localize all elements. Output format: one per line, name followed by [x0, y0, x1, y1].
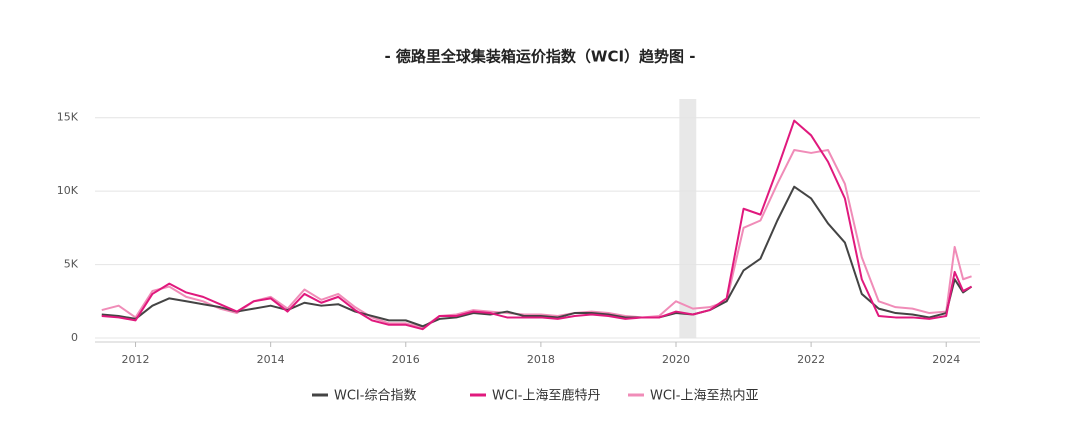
- shaded-period: [679, 99, 697, 338]
- legend-label: WCI-综合指数: [334, 389, 416, 404]
- x-tick-label: 2024: [932, 353, 960, 366]
- y-tick-label: 0: [71, 331, 78, 344]
- y-tick-label: 10K: [57, 184, 79, 197]
- x-tick-label: 2012: [122, 353, 150, 366]
- legend-label: WCI-上海至热内亚: [650, 388, 758, 404]
- x-tick-label: 2014: [257, 353, 285, 366]
- y-tick-label: 5K: [64, 258, 79, 271]
- x-tick-label: 2022: [797, 353, 825, 366]
- x-tick-label: 2018: [527, 353, 555, 366]
- legend-label: WCI-上海至鹿特丹: [492, 388, 600, 404]
- x-tick-label: 2016: [392, 353, 420, 366]
- chart-title: - 德路里全球集装箱运价指数（WCI）趋势图 -: [384, 48, 695, 66]
- x-tick-label: 2020: [662, 353, 690, 366]
- series-line: [101, 185, 973, 328]
- y-tick-label: 15K: [57, 111, 79, 124]
- series-line: [101, 119, 973, 331]
